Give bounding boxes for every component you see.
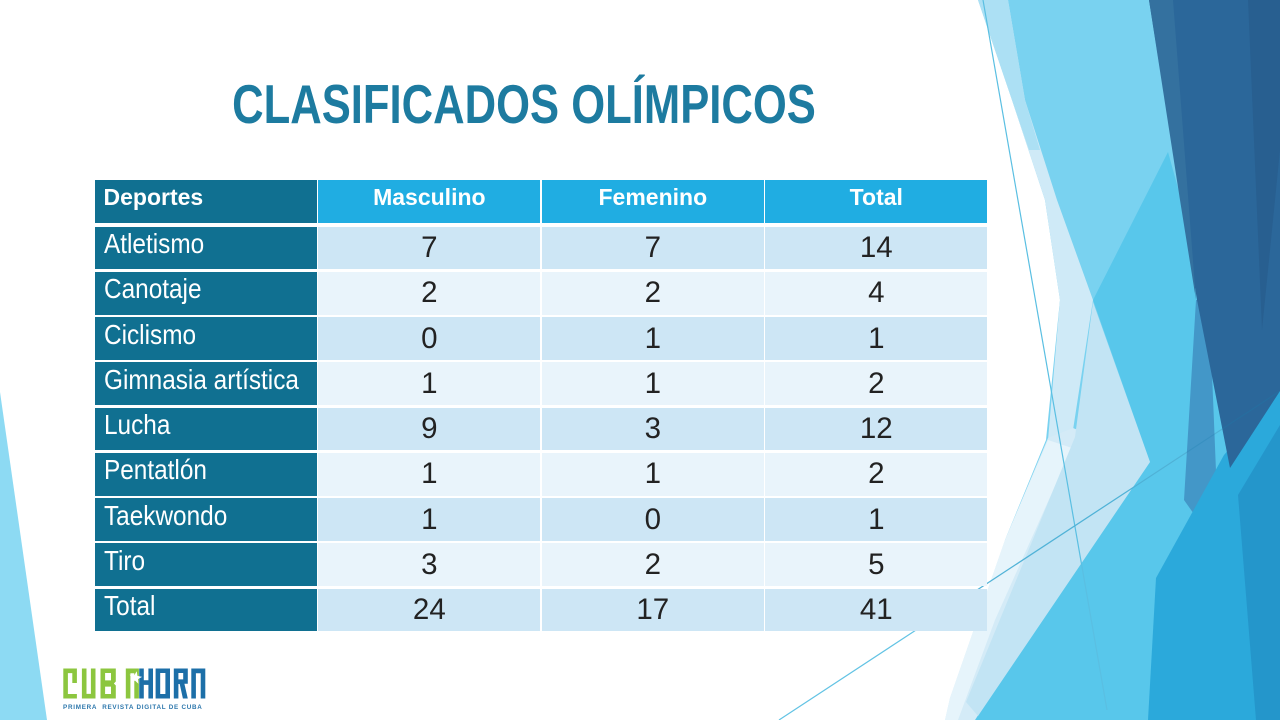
- svg-text:PRIMERA REVISTA DIGITAL DE CU: PRIMERA REVISTA DIGITAL DE CUBA: [63, 704, 203, 711]
